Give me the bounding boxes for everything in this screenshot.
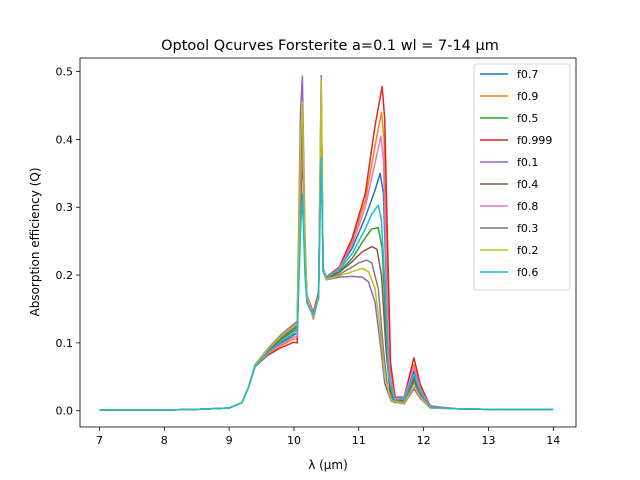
legend-label: f0.5 bbox=[517, 112, 538, 125]
legend-label: f0.999 bbox=[517, 134, 552, 147]
y-tick-label: 0.2 bbox=[56, 269, 74, 282]
legend-label: f0.2 bbox=[517, 244, 538, 257]
y-tick-label: 0.4 bbox=[56, 133, 74, 146]
y-axis-label: Absorption efficiency (Q) bbox=[28, 168, 42, 317]
x-tick-label: 10 bbox=[287, 434, 301, 447]
legend-label: f0.6 bbox=[517, 266, 538, 279]
legend-label: f0.4 bbox=[517, 178, 538, 191]
y-axis: 0.0 0.1 0.2 0.3 0.4 0.5 bbox=[56, 66, 80, 418]
chart-title: Optool Qcurves Forsterite a=0.1 wl = 7-1… bbox=[161, 38, 499, 54]
x-tick-label: 12 bbox=[417, 434, 431, 447]
legend-label: f0.1 bbox=[517, 156, 538, 169]
legend-box bbox=[473, 63, 571, 291]
x-tick-label: 8 bbox=[161, 434, 168, 447]
y-tick-label: 0.3 bbox=[56, 201, 74, 214]
x-axis-label: λ (μm) bbox=[308, 458, 348, 472]
legend-label: f0.9 bbox=[517, 90, 538, 103]
x-tick-label: 13 bbox=[481, 434, 495, 447]
legend: f0.7 f0.9 f0.5 f0.999 f0.1 f0.4 f0.8 f0.3 f0.2 f0… bbox=[473, 63, 571, 291]
series-line-f0-6 bbox=[99, 157, 554, 411]
y-tick-label: 0.5 bbox=[56, 66, 74, 79]
y-tick-label: 0.0 bbox=[56, 405, 74, 418]
y-tick-label: 0.1 bbox=[56, 337, 74, 350]
x-axis: 7 8 9 10 11 12 13 14 bbox=[96, 427, 560, 447]
legend-label: f0.8 bbox=[517, 200, 538, 213]
plot-area bbox=[79, 57, 577, 428]
x-tick-label: 9 bbox=[226, 434, 233, 447]
x-tick-label: 7 bbox=[96, 434, 103, 447]
legend-label: f0.3 bbox=[517, 222, 538, 235]
series-layer bbox=[99, 74, 554, 411]
x-tick-label: 14 bbox=[546, 434, 560, 447]
x-tick-label: 11 bbox=[352, 434, 366, 447]
axes-frame bbox=[79, 57, 577, 428]
legend-label: f0.7 bbox=[517, 68, 538, 81]
